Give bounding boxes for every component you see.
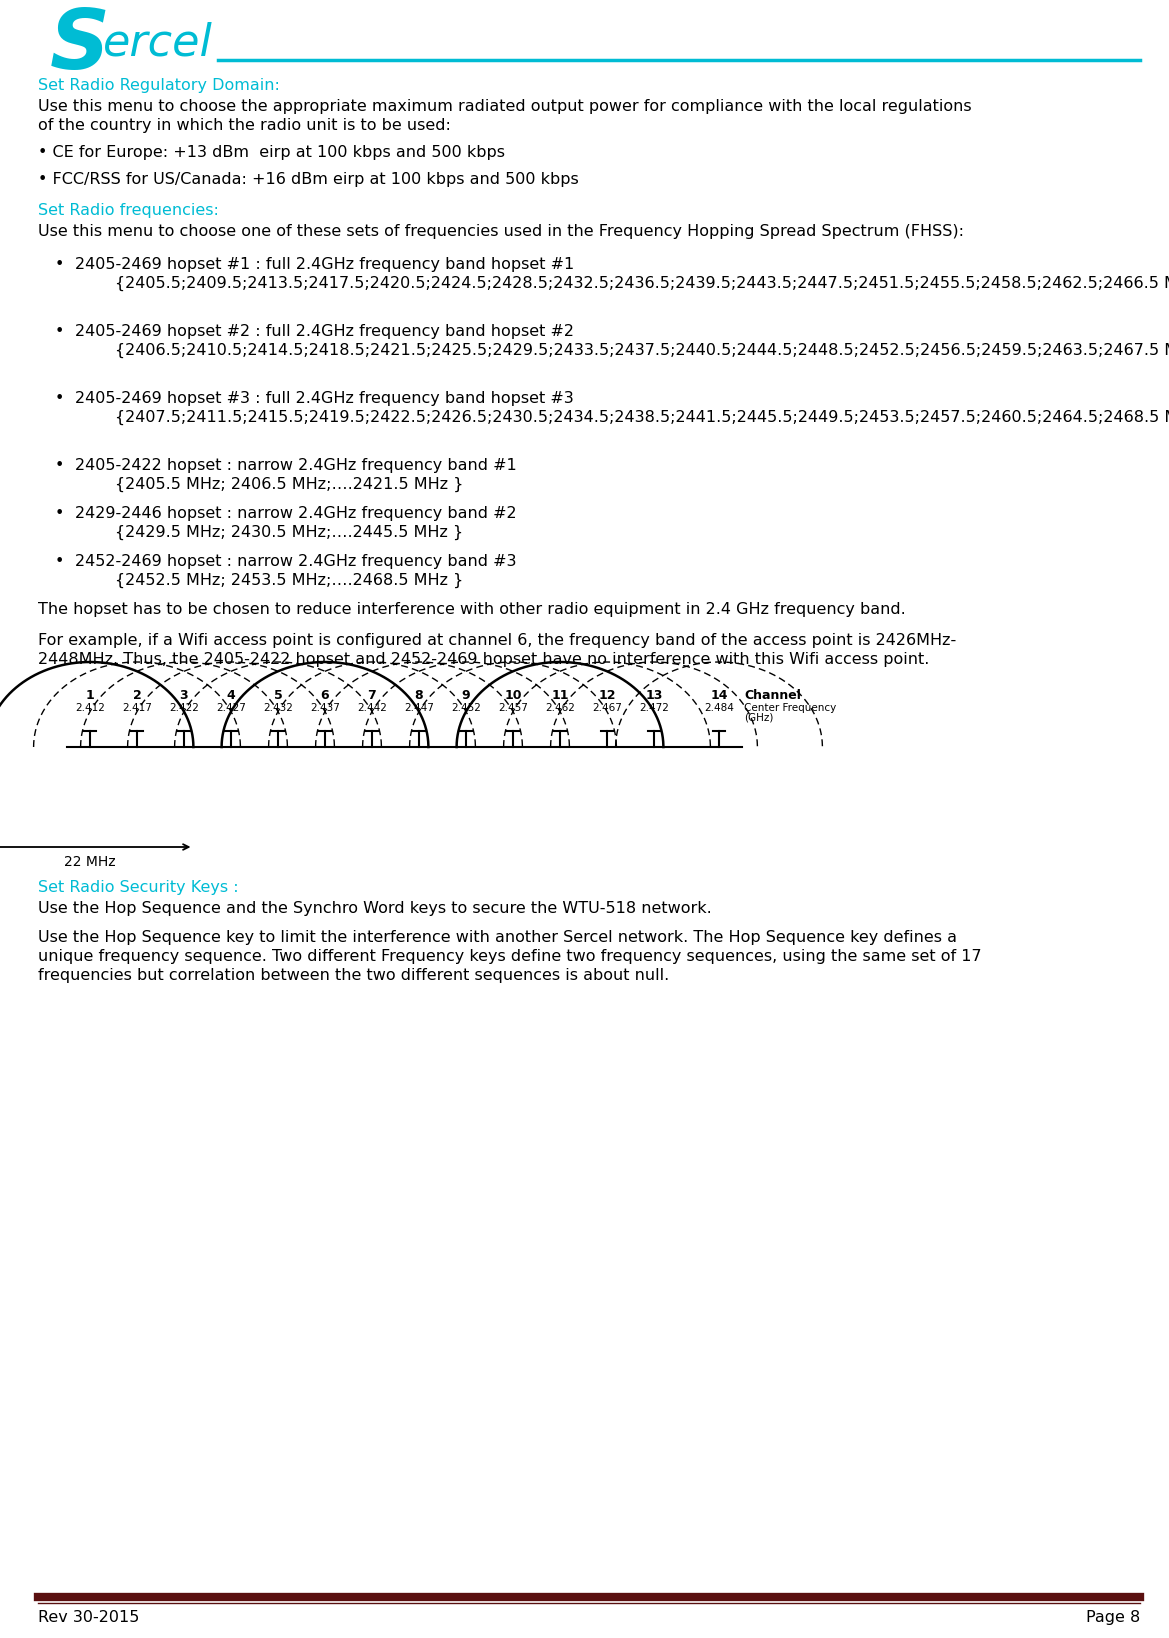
Text: 11: 11 bbox=[552, 690, 569, 703]
Text: 2405-2469 hopset #2 : full 2.4GHz frequency band hopset #2: 2405-2469 hopset #2 : full 2.4GHz freque… bbox=[75, 324, 574, 339]
Text: Set Radio Security Keys :: Set Radio Security Keys : bbox=[39, 880, 238, 894]
Text: 22 MHz: 22 MHz bbox=[64, 855, 116, 870]
Text: {2429.5 MHz; 2430.5 MHz;….2445.5 MHz }: {2429.5 MHz; 2430.5 MHz;….2445.5 MHz } bbox=[115, 526, 463, 541]
Text: 2.467: 2.467 bbox=[592, 703, 622, 713]
Text: 4: 4 bbox=[227, 690, 235, 703]
Text: 6: 6 bbox=[320, 690, 330, 703]
Text: ercel: ercel bbox=[103, 21, 213, 66]
Text: 2429-2446 hopset : narrow 2.4GHz frequency band #2: 2429-2446 hopset : narrow 2.4GHz frequen… bbox=[75, 506, 517, 521]
Text: •: • bbox=[55, 324, 64, 339]
Text: 2.432: 2.432 bbox=[263, 703, 293, 713]
Text: 14: 14 bbox=[711, 690, 728, 703]
Text: Set Radio Regulatory Domain:: Set Radio Regulatory Domain: bbox=[39, 79, 279, 93]
Text: 2.437: 2.437 bbox=[310, 703, 340, 713]
Text: of the country in which the radio unit is to be used:: of the country in which the radio unit i… bbox=[39, 118, 451, 133]
Text: Use the Hop Sequence key to limit the interference with another Sercel network. : Use the Hop Sequence key to limit the in… bbox=[39, 930, 957, 945]
Text: 2448MHz. Thus, the 2405-2422 hopset and 2452-2469 hopset have no interference wi: 2448MHz. Thus, the 2405-2422 hopset and … bbox=[39, 652, 929, 667]
Text: 2.457: 2.457 bbox=[498, 703, 528, 713]
Text: {2407.5;2411.5;2415.5;2419.5;2422.5;2426.5;2430.5;2434.5;2438.5;2441.5;2445.5;24: {2407.5;2411.5;2415.5;2419.5;2422.5;2426… bbox=[115, 410, 1169, 426]
Text: Rev 30-2015: Rev 30-2015 bbox=[39, 1610, 139, 1625]
Text: frequencies but correlation between the two different sequences is about null.: frequencies but correlation between the … bbox=[39, 968, 669, 983]
Text: {2406.5;2410.5;2414.5;2418.5;2421.5;2425.5;2429.5;2433.5;2437.5;2440.5;2444.5;24: {2406.5;2410.5;2414.5;2418.5;2421.5;2425… bbox=[115, 342, 1169, 359]
Text: 13: 13 bbox=[645, 690, 663, 703]
Text: 2405-2469 hopset #1 : full 2.4GHz frequency band hopset #1: 2405-2469 hopset #1 : full 2.4GHz freque… bbox=[75, 257, 574, 272]
Text: • FCC/RSS for US/Canada: +16 dBm eirp at 100 kbps and 500 kbps: • FCC/RSS for US/Canada: +16 dBm eirp at… bbox=[39, 172, 579, 187]
Text: {2405.5;2409.5;2413.5;2417.5;2420.5;2424.5;2428.5;2432.5;2436.5;2439.5;2443.5;24: {2405.5;2409.5;2413.5;2417.5;2420.5;2424… bbox=[115, 275, 1169, 292]
Text: 2.417: 2.417 bbox=[122, 703, 152, 713]
Text: 3: 3 bbox=[180, 690, 188, 703]
Text: • CE for Europe: +13 dBm  eirp at 100 kbps and 500 kbps: • CE for Europe: +13 dBm eirp at 100 kbp… bbox=[39, 146, 505, 161]
Text: 9: 9 bbox=[462, 690, 470, 703]
Text: 2.412: 2.412 bbox=[75, 703, 105, 713]
Text: {2452.5 MHz; 2453.5 MHz;….2468.5 MHz }: {2452.5 MHz; 2453.5 MHz;….2468.5 MHz } bbox=[115, 573, 463, 588]
Text: 2.447: 2.447 bbox=[404, 703, 434, 713]
Text: 7: 7 bbox=[367, 690, 376, 703]
Text: S: S bbox=[50, 5, 110, 87]
Text: 2.442: 2.442 bbox=[357, 703, 387, 713]
Text: The hopset has to be chosen to reduce interference with other radio equipment in: The hopset has to be chosen to reduce in… bbox=[39, 603, 906, 618]
Text: •: • bbox=[55, 459, 64, 473]
Text: 2: 2 bbox=[132, 690, 141, 703]
Text: 8: 8 bbox=[415, 690, 423, 703]
Text: Channel: Channel bbox=[743, 690, 801, 703]
Text: {2405.5 MHz; 2406.5 MHz;….2421.5 MHz }: {2405.5 MHz; 2406.5 MHz;….2421.5 MHz } bbox=[115, 477, 463, 491]
Text: Use this menu to choose the appropriate maximum radiated output power for compli: Use this menu to choose the appropriate … bbox=[39, 98, 971, 115]
Text: 2.484: 2.484 bbox=[704, 703, 734, 713]
Text: 5: 5 bbox=[274, 690, 283, 703]
Text: •: • bbox=[55, 554, 64, 568]
Text: 10: 10 bbox=[504, 690, 521, 703]
Text: Page 8: Page 8 bbox=[1086, 1610, 1140, 1625]
Text: •: • bbox=[55, 506, 64, 521]
Text: •: • bbox=[55, 257, 64, 272]
Text: 2405-2422 hopset : narrow 2.4GHz frequency band #1: 2405-2422 hopset : narrow 2.4GHz frequen… bbox=[75, 459, 517, 473]
Text: 2.472: 2.472 bbox=[639, 703, 669, 713]
Text: •: • bbox=[55, 391, 64, 406]
Text: Center Frequency: Center Frequency bbox=[743, 703, 836, 713]
Text: Use the Hop Sequence and the Synchro Word keys to secure the WTU-518 network.: Use the Hop Sequence and the Synchro Wor… bbox=[39, 901, 712, 916]
Text: 2.462: 2.462 bbox=[545, 703, 575, 713]
Text: 2.452: 2.452 bbox=[451, 703, 480, 713]
Text: 12: 12 bbox=[599, 690, 616, 703]
Text: 2452-2469 hopset : narrow 2.4GHz frequency band #3: 2452-2469 hopset : narrow 2.4GHz frequen… bbox=[75, 554, 517, 568]
Text: 2405-2469 hopset #3 : full 2.4GHz frequency band hopset #3: 2405-2469 hopset #3 : full 2.4GHz freque… bbox=[75, 391, 574, 406]
Text: (GHz): (GHz) bbox=[743, 713, 774, 722]
Text: For example, if a Wifi access point is configured at channel 6, the frequency ba: For example, if a Wifi access point is c… bbox=[39, 632, 956, 649]
Text: unique frequency sequence. Two different Frequency keys define two frequency seq: unique frequency sequence. Two different… bbox=[39, 948, 982, 965]
Text: Set Radio frequencies:: Set Radio frequencies: bbox=[39, 203, 219, 218]
Text: 1: 1 bbox=[85, 690, 95, 703]
Text: 2.422: 2.422 bbox=[170, 703, 199, 713]
Text: Use this menu to choose one of these sets of frequencies used in the Frequency H: Use this menu to choose one of these set… bbox=[39, 224, 964, 239]
Text: 2.427: 2.427 bbox=[216, 703, 245, 713]
